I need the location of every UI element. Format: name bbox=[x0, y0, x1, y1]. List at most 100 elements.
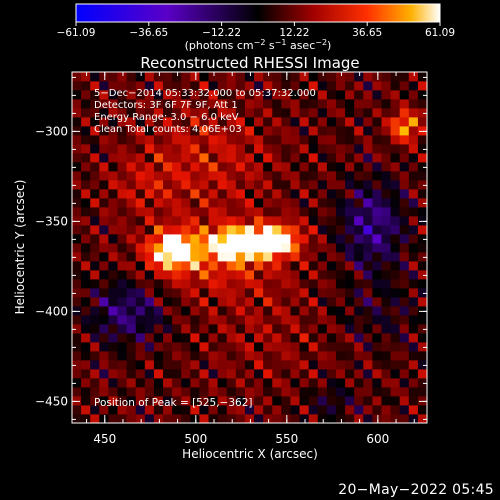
heatmap-cell bbox=[326, 396, 337, 406]
heatmap-cell bbox=[153, 207, 164, 217]
heatmap-cell bbox=[254, 225, 264, 235]
heatmap-cell bbox=[208, 324, 219, 334]
heatmap-cell bbox=[135, 252, 146, 262]
heatmap-cell bbox=[217, 153, 228, 163]
heatmap-cell bbox=[381, 405, 391, 415]
heatmap-cell bbox=[408, 198, 419, 208]
heatmap-cell bbox=[163, 243, 173, 253]
heatmap-cell bbox=[108, 135, 118, 145]
heatmap-cell bbox=[163, 333, 173, 343]
heatmap-cell bbox=[199, 81, 209, 91]
heatmap-cell bbox=[335, 270, 346, 280]
heatmap-cell bbox=[308, 72, 319, 82]
heatmap-cell bbox=[272, 153, 282, 163]
heatmap-cell bbox=[345, 270, 355, 280]
heatmap-cell bbox=[208, 162, 219, 172]
heatmap-cell bbox=[354, 405, 364, 415]
heatmap-cell bbox=[217, 252, 228, 262]
heatmap-cell bbox=[190, 99, 200, 109]
heatmap-cell bbox=[72, 360, 82, 370]
heatmap-cell bbox=[117, 180, 128, 190]
heatmap-cell bbox=[408, 378, 419, 388]
heatmap-cell bbox=[144, 162, 155, 172]
heatmap-cell bbox=[244, 387, 255, 397]
heatmap-cell bbox=[172, 72, 182, 82]
heatmap-cell bbox=[345, 297, 355, 307]
heatmap-cell bbox=[263, 297, 273, 307]
heatmap-cell bbox=[363, 369, 373, 379]
heatmap-cell bbox=[299, 315, 310, 325]
heatmap-cell bbox=[117, 144, 128, 154]
heatmap-cell bbox=[108, 279, 118, 289]
heatmap-cell bbox=[363, 153, 373, 163]
heatmap-cell bbox=[235, 225, 246, 235]
heatmap-cell bbox=[308, 369, 319, 379]
heatmap-cell bbox=[317, 360, 328, 370]
heatmap-cell bbox=[163, 288, 173, 298]
heatmap-cell bbox=[108, 189, 118, 199]
heatmap-cell bbox=[272, 198, 282, 208]
heatmap-cell bbox=[72, 288, 82, 298]
y-tick-labels: −300−350−400−450 bbox=[35, 124, 68, 408]
heatmap-cell bbox=[135, 234, 146, 244]
heatmap-cell bbox=[226, 180, 237, 190]
heatmap-cell bbox=[153, 126, 164, 136]
heatmap-cell bbox=[399, 414, 410, 424]
heatmap-cell bbox=[226, 90, 237, 100]
heatmap-cell bbox=[390, 351, 401, 361]
heatmap-cell bbox=[90, 99, 100, 109]
heatmap-cell bbox=[308, 216, 319, 226]
heatmap-cell bbox=[163, 306, 173, 316]
heatmap-cell bbox=[90, 198, 100, 208]
heatmap-cell bbox=[208, 378, 219, 388]
heatmap-cell bbox=[244, 297, 255, 307]
heatmap-cell bbox=[163, 234, 173, 244]
heatmap-cell bbox=[354, 378, 364, 388]
heatmap-cell bbox=[72, 153, 82, 163]
heatmap-cell bbox=[381, 396, 391, 406]
heatmap-cell bbox=[181, 306, 191, 316]
heatmap-cell bbox=[235, 108, 246, 118]
heatmap-cell bbox=[381, 171, 391, 181]
heatmap-cell bbox=[135, 333, 146, 343]
heatmap-cell bbox=[272, 135, 282, 145]
heatmap-cell bbox=[299, 207, 310, 217]
heatmap-cell bbox=[417, 144, 428, 154]
heatmap-cell bbox=[90, 315, 100, 325]
heatmap-cell bbox=[390, 99, 401, 109]
heatmap-cell bbox=[381, 90, 391, 100]
heatmap-cell bbox=[181, 171, 191, 181]
heatmap-cell bbox=[217, 72, 228, 82]
heatmap-cell bbox=[108, 387, 118, 397]
heatmap-cell bbox=[81, 117, 91, 127]
heatmap-cell bbox=[254, 405, 264, 415]
heatmap-cell bbox=[172, 351, 182, 361]
heatmap-cell bbox=[108, 333, 118, 343]
heatmap-cell bbox=[153, 270, 164, 280]
heatmap-cell bbox=[72, 117, 82, 127]
heatmap-cell bbox=[317, 171, 328, 181]
heatmap-cell bbox=[390, 153, 401, 163]
heatmap-cell bbox=[235, 180, 246, 190]
heatmap-cell bbox=[363, 324, 373, 334]
heatmap-cell bbox=[290, 225, 300, 235]
heatmap-cell bbox=[90, 135, 100, 145]
heatmap-cell bbox=[381, 387, 391, 397]
heatmap-cell bbox=[363, 243, 373, 253]
heatmap-cell bbox=[299, 171, 310, 181]
heatmap-cell bbox=[281, 144, 291, 154]
heatmap-cell bbox=[117, 288, 128, 298]
heatmap-cell bbox=[299, 243, 310, 253]
heatmap-cell bbox=[308, 126, 319, 136]
heatmap-cell bbox=[126, 252, 137, 262]
heatmap-cell bbox=[181, 189, 191, 199]
heatmap-cell bbox=[281, 81, 291, 91]
heatmap-cell bbox=[135, 306, 146, 316]
heatmap-cell bbox=[335, 189, 346, 199]
heatmap-cell bbox=[199, 198, 209, 208]
heatmap-cell bbox=[408, 81, 419, 91]
heatmap-cell bbox=[281, 90, 291, 100]
heatmap-cell bbox=[90, 369, 100, 379]
heatmap-cell bbox=[354, 189, 364, 199]
heatmap-cell bbox=[272, 180, 282, 190]
